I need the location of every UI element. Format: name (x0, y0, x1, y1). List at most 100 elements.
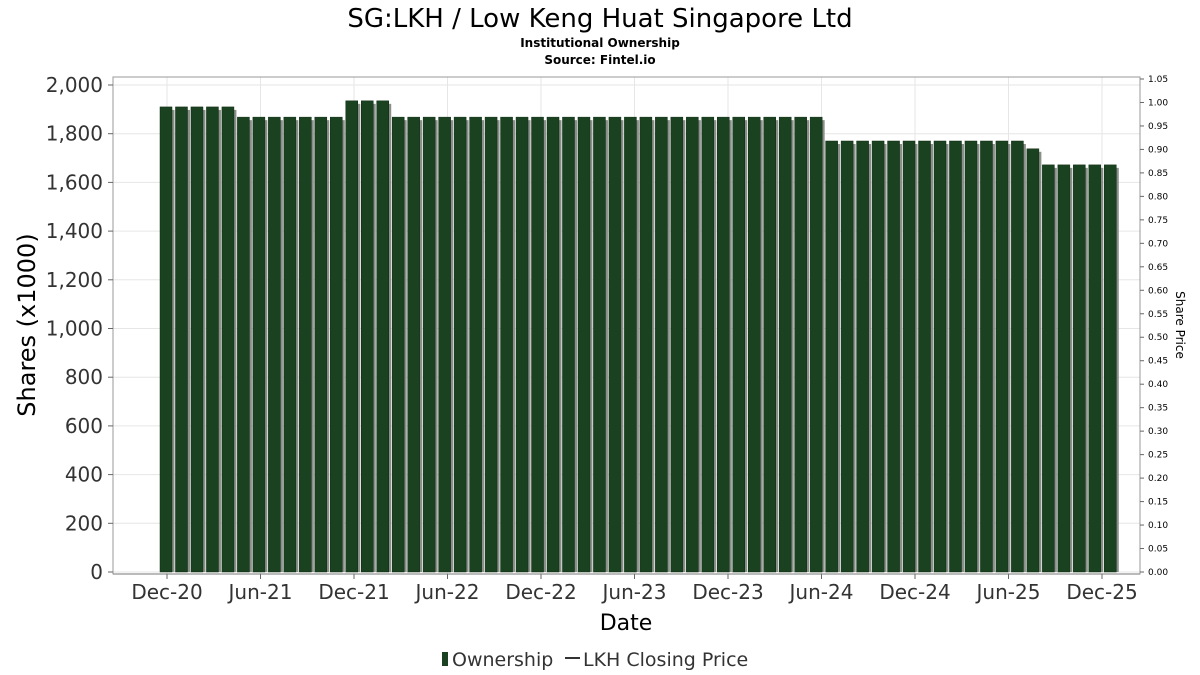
bar (1026, 148, 1040, 573)
bar (159, 106, 173, 573)
legend: Ownership LKH Closing Price (442, 649, 748, 671)
x-tick-label: Jun-22 (414, 580, 480, 604)
x-tick-label: Dec-22 (505, 580, 576, 604)
bar (871, 140, 885, 573)
y-tick-label: 1,200 (46, 268, 103, 292)
y-tick-label: 400 (65, 463, 103, 487)
bar (624, 116, 637, 573)
bar (268, 116, 281, 573)
bar (887, 140, 900, 573)
y2-tick-label: 0.70 (1148, 239, 1168, 249)
y2-tick-label: 0.90 (1148, 145, 1168, 155)
bar (840, 140, 854, 573)
bar (314, 116, 328, 573)
bar (1073, 164, 1086, 573)
y2-tick-label: 1.00 (1148, 98, 1168, 108)
bar (469, 116, 482, 573)
x-tick-label: Jun-21 (227, 580, 293, 604)
bar (546, 116, 560, 573)
bar (1104, 164, 1117, 573)
bar (778, 116, 792, 573)
bar (794, 116, 807, 573)
y-axis: 0 200 400 600 800 1,000 1,200 1,400 1,600 1,800 2,… (46, 73, 113, 584)
bar (608, 116, 622, 573)
chart-subtitle: Institutional Ownership (520, 36, 680, 50)
x-tick-label: Jun-25 (975, 580, 1041, 604)
y2-tick-label: 1.05 (1148, 75, 1168, 85)
y2-tick-label: 0.65 (1148, 263, 1168, 273)
bar (175, 106, 188, 573)
bar (902, 140, 916, 573)
bar (330, 116, 343, 573)
bar (237, 116, 250, 573)
bar (933, 140, 947, 573)
chart-title: SG:LKH / Low Keng Huat Singapore Ltd (347, 4, 852, 34)
y2-tick-label: 0.20 (1148, 474, 1168, 484)
y2-tick-label: 0.05 (1148, 545, 1168, 555)
bar-series (159, 100, 1119, 573)
y2-tick-label: 0.55 (1148, 310, 1168, 320)
x-axis-label: Date (600, 611, 653, 636)
y2-axis-label: Share Price (1173, 291, 1187, 359)
bar (376, 100, 389, 573)
y-tick-label: 200 (65, 511, 103, 535)
y2-tick-label: 0.85 (1148, 169, 1168, 179)
y2-tick-label: 0.80 (1148, 192, 1168, 202)
x-tick-label: Dec-21 (318, 580, 389, 604)
bar (360, 100, 374, 573)
bar (593, 116, 606, 573)
x-tick-label: Dec-23 (692, 580, 763, 604)
y2-tick-label: 0.45 (1148, 357, 1168, 367)
chart-source: Source: Fintel.io (544, 53, 655, 67)
bar (1057, 164, 1071, 573)
y-tick-label: 1,400 (46, 219, 103, 243)
bar (717, 116, 730, 573)
legend-label-ownership: Ownership (452, 649, 553, 671)
bar (809, 116, 823, 573)
bar (980, 140, 993, 573)
bar (221, 106, 235, 573)
legend-label-price: LKH Closing Price (583, 649, 748, 671)
y2-tick-label: 0.35 (1148, 404, 1168, 414)
y-tick-label: 600 (65, 414, 103, 438)
bar (763, 116, 776, 573)
bar (1011, 140, 1024, 573)
x-tick-label: Jun-23 (601, 580, 667, 604)
bar (918, 140, 931, 573)
bar (949, 140, 962, 573)
bar (639, 116, 653, 573)
y-tick-label: 1,000 (46, 317, 103, 341)
legend-swatch-ownership (442, 652, 448, 666)
bar (995, 140, 1009, 573)
bar (1042, 164, 1055, 573)
x-tick-label: Dec-24 (879, 580, 950, 604)
bar (515, 116, 529, 573)
y-tick-label: 1,600 (46, 170, 103, 194)
y2-tick-label: 0.00 (1148, 568, 1168, 578)
y-axis-label: Shares (x1000) (13, 233, 41, 416)
bar (732, 116, 746, 573)
y2-tick-label: 0.95 (1148, 122, 1168, 132)
bar (686, 116, 699, 573)
bar (500, 116, 513, 573)
bar (825, 140, 838, 573)
y2-tick-label: 0.25 (1148, 451, 1168, 461)
bar (422, 116, 436, 573)
bar (299, 116, 312, 573)
bar (453, 116, 467, 573)
y2-axis: 0.00 0.05 0.10 0.15 0.20 0.25 0.30 0.35 0.40 0.45… (1140, 75, 1168, 578)
bar (747, 116, 761, 573)
bar (345, 100, 359, 573)
y2-tick-label: 0.10 (1148, 521, 1168, 531)
y2-tick-label: 0.75 (1148, 216, 1168, 226)
y2-tick-label: 0.40 (1148, 380, 1168, 390)
bar (531, 116, 544, 573)
bar (701, 116, 715, 573)
bar (407, 116, 420, 573)
y2-tick-label: 0.50 (1148, 333, 1168, 343)
y-tick-label: 1,800 (46, 122, 103, 146)
bar (562, 116, 575, 573)
bar (1088, 164, 1102, 573)
y-tick-label: 2,000 (46, 73, 103, 97)
x-tick-label: Jun-24 (788, 580, 854, 604)
